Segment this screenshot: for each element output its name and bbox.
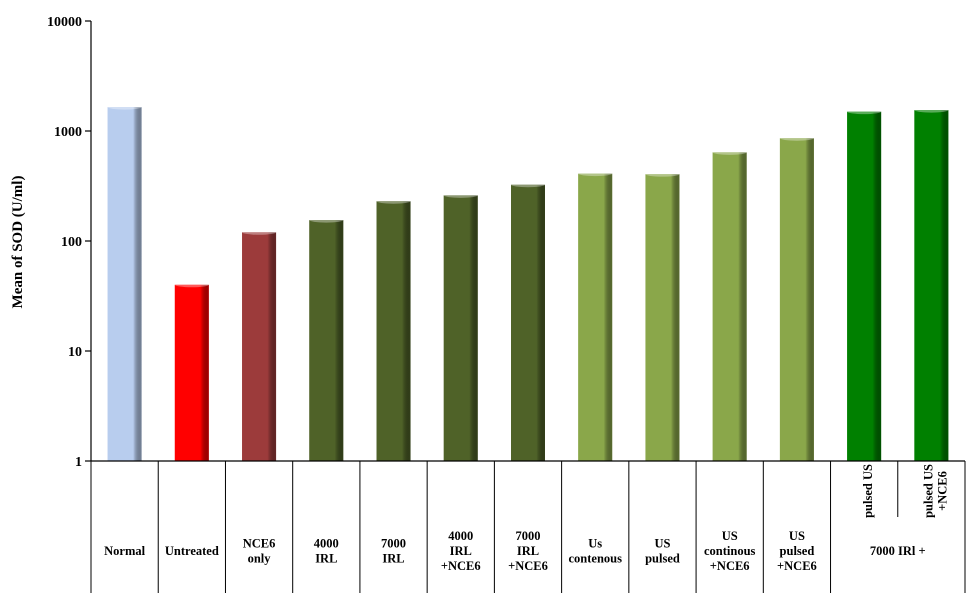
category-label-line: pulsed	[780, 544, 815, 558]
bars	[107, 104, 949, 462]
bar-cap	[107, 104, 142, 110]
category-label-line: NCE6	[243, 537, 276, 551]
bar-cap	[914, 107, 949, 113]
y-tick-label: 1000	[54, 125, 82, 140]
bar-shading	[511, 184, 545, 462]
bar-shading	[107, 107, 142, 461]
category-label-line: 4000	[448, 529, 473, 543]
category-table: Normal UntreatedNCE6only4000IRL7000IRL400…	[90, 460, 966, 593]
category-label-line: US	[722, 529, 738, 543]
bar-cap	[847, 109, 882, 115]
category-label-line: continous	[704, 544, 756, 558]
bar-cap	[309, 217, 344, 223]
category-label-line: pulsed	[645, 552, 680, 566]
category-label-line: IRL	[517, 544, 539, 558]
category-label-line: 7000	[516, 529, 541, 543]
y-tick-label: 10000	[47, 15, 82, 30]
bar-shading	[242, 232, 277, 461]
bar-cap	[511, 182, 545, 188]
category-label-line: pulsed US	[861, 464, 875, 518]
category-label: pulsed US +NCE6	[921, 464, 949, 518]
axes: 1 10 100 1000 10000	[47, 15, 92, 470]
category-label-line: IRL	[382, 552, 404, 566]
category-label-line: +NCE6	[441, 559, 481, 573]
category-label-line: +NCE6	[508, 559, 548, 573]
bar-shading	[712, 152, 747, 462]
y-axis-label: Mean of SOD (U/ml)	[10, 176, 26, 309]
bar-cap	[443, 192, 478, 198]
bar-shading	[174, 284, 209, 461]
bar-shading	[309, 220, 344, 461]
category-label-line: pulsed US	[921, 464, 935, 518]
category-label-line: IRL	[315, 552, 337, 566]
y-tick-label: 1	[75, 455, 82, 470]
bar-cap	[174, 282, 209, 288]
y-tick-label: 10	[68, 345, 82, 360]
bar-cap	[779, 135, 814, 141]
category-label-line: +NCE6	[710, 559, 750, 573]
group-label: 7000 IRl +	[870, 544, 926, 558]
bar-cap	[645, 171, 680, 177]
category-label-line: US	[654, 537, 670, 551]
category-label-line: +NCE6	[777, 559, 817, 573]
category-label-line: IRL	[450, 544, 472, 558]
bar-shading	[847, 111, 882, 462]
y-tick-label: 100	[61, 235, 82, 250]
bar-shading	[779, 138, 814, 461]
bar-cap	[242, 229, 277, 235]
bar-cap	[712, 149, 747, 155]
bar-shading	[645, 174, 680, 462]
bar-shading	[443, 195, 478, 461]
bar-cap	[376, 198, 411, 204]
bar-shading	[376, 201, 411, 461]
category-label-line: Normal	[104, 544, 145, 558]
category-label-line: Us	[588, 537, 602, 551]
category-label-line: 4000	[314, 537, 339, 551]
bar-shading	[578, 173, 613, 461]
category-label-line: contenous	[568, 552, 622, 566]
category-label: pulsed US	[861, 464, 875, 518]
category-label-line: Untreated	[165, 544, 219, 558]
category-label-line: only	[248, 552, 272, 566]
category-label-line: 7000	[381, 537, 406, 551]
bar-shading	[914, 110, 949, 462]
category-label-line: US	[789, 529, 805, 543]
bar-cap	[578, 171, 613, 177]
category-label-line: +NCE6	[935, 471, 949, 511]
